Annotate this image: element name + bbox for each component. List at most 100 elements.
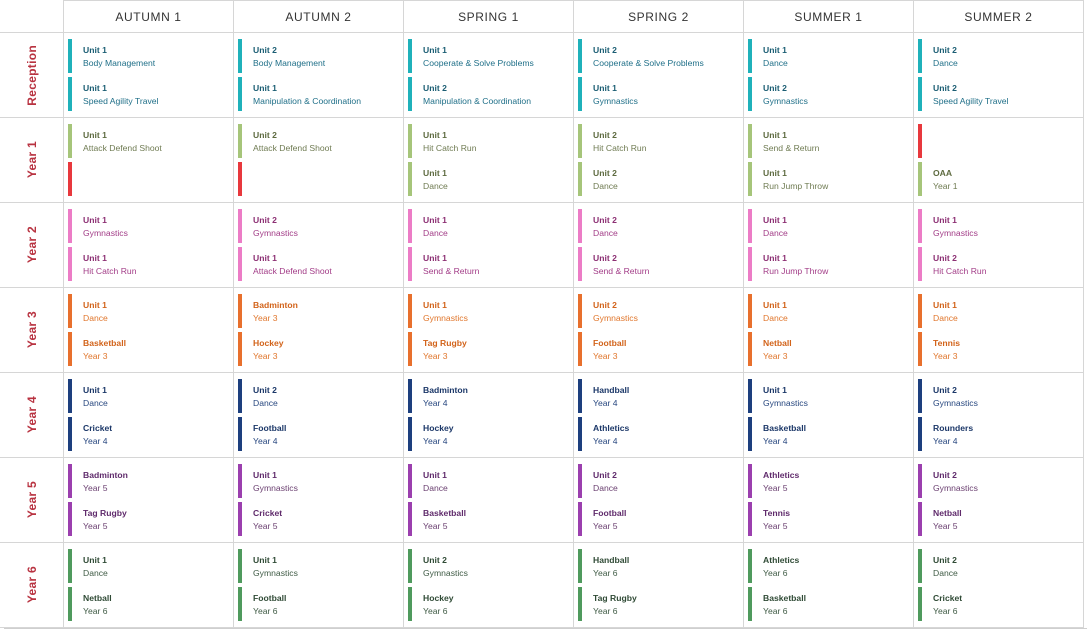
activity-entry[interactable]: Football Year 6 bbox=[238, 587, 403, 621]
activity-entry[interactable]: Unit 1 Dance bbox=[748, 294, 913, 328]
activity-entry[interactable]: Unit 2 Manipulation & Coordination bbox=[408, 77, 573, 111]
activity-title: Basketball bbox=[423, 508, 466, 518]
activity-entry[interactable]: Unit 1 Send & Return bbox=[748, 124, 913, 158]
activity-entry[interactable]: Football Year 3 bbox=[578, 332, 743, 366]
activity-entry[interactable]: Unit 1 Send & Return bbox=[408, 247, 573, 281]
activity-entry[interactable]: Cricket Year 6 bbox=[918, 587, 1083, 621]
activity-entry[interactable]: Netball Year 5 bbox=[918, 502, 1083, 536]
activity-entry[interactable]: Unit 1 Cooperate & Solve Problems bbox=[408, 39, 573, 73]
activity-entry[interactable] bbox=[238, 162, 403, 196]
activity-entry[interactable]: Unit 2 Dance bbox=[918, 549, 1083, 583]
activity-entry[interactable]: Unit 1 Attack Defend Shoot bbox=[238, 247, 403, 281]
activity-entry[interactable]: OAA Year 1 bbox=[918, 162, 1083, 196]
activity-title: Tag Rugby bbox=[593, 593, 637, 603]
activity-entry[interactable]: Unit 2 Cooperate & Solve Problems bbox=[578, 39, 743, 73]
activity-entry[interactable]: Unit 2 Dance bbox=[578, 209, 743, 243]
activity-subtitle: Year 5 bbox=[83, 483, 108, 493]
activity-entry[interactable]: Unit 2 Gymnastics bbox=[578, 294, 743, 328]
activity-entry[interactable]: Unit 1 Dance bbox=[408, 162, 573, 196]
activity-entry[interactable]: Unit 1 Gymnastics bbox=[918, 209, 1083, 243]
activity-entry[interactable]: Football Year 4 bbox=[238, 417, 403, 451]
activity-entry[interactable]: Unit 1 Dance bbox=[918, 294, 1083, 328]
activity-entry[interactable]: Unit 1 Hit Catch Run bbox=[408, 124, 573, 158]
activity-entry[interactable]: Athletics Year 4 bbox=[578, 417, 743, 451]
activity-entry[interactable]: Unit 1 Gymnastics bbox=[748, 379, 913, 413]
activity-entry[interactable]: Unit 1 Dance bbox=[748, 209, 913, 243]
activity-entry[interactable]: Basketball Year 4 bbox=[748, 417, 913, 451]
activity-entry[interactable]: Basketball Year 5 bbox=[408, 502, 573, 536]
activity-entry[interactable]: Unit 1 Speed Agility Travel bbox=[68, 77, 233, 111]
activity-entry[interactable]: Unit 1 Dance bbox=[408, 209, 573, 243]
activity-entry[interactable]: Badminton Year 5 bbox=[68, 464, 233, 498]
activity-entry[interactable]: Football Year 5 bbox=[578, 502, 743, 536]
activity-entry[interactable]: Tag Rugby Year 3 bbox=[408, 332, 573, 366]
activity-subtitle: Dance bbox=[763, 228, 788, 238]
activity-entry[interactable]: Badminton Year 3 bbox=[238, 294, 403, 328]
activity-entry[interactable]: Unit 2 Gymnastics bbox=[918, 464, 1083, 498]
activity-entry[interactable]: Unit 2 Body Management bbox=[238, 39, 403, 73]
activity-entry[interactable]: Basketball Year 6 bbox=[748, 587, 913, 621]
activity-entry[interactable]: Hockey Year 3 bbox=[238, 332, 403, 366]
activity-entry[interactable]: Tag Rugby Year 5 bbox=[68, 502, 233, 536]
activity-entry[interactable]: Badminton Year 4 bbox=[408, 379, 573, 413]
activity-subtitle: Dance bbox=[83, 313, 108, 323]
activity-entry[interactable]: Basketball Year 3 bbox=[68, 332, 233, 366]
activity-entry[interactable]: Unit 2 Dance bbox=[578, 464, 743, 498]
activity-entry[interactable]: Athletics Year 5 bbox=[748, 464, 913, 498]
activity-entry[interactable]: Unit 2 Gymnastics bbox=[918, 379, 1083, 413]
activity-entry[interactable]: Netball Year 3 bbox=[748, 332, 913, 366]
activity-entry[interactable]: Unit 2 Dance bbox=[918, 39, 1083, 73]
activity-entry[interactable]: Handball Year 4 bbox=[578, 379, 743, 413]
activity-entry[interactable]: Unit 2 Gymnastics bbox=[748, 77, 913, 111]
activity-entry[interactable]: Unit 1 Gymnastics bbox=[238, 549, 403, 583]
activity-entry[interactable]: Unit 1 Gymnastics bbox=[68, 209, 233, 243]
activity-entry[interactable]: Unit 1 Dance bbox=[68, 294, 233, 328]
activity-entry[interactable]: Unit 2 Hit Catch Run bbox=[918, 247, 1083, 281]
activity-entry[interactable]: Unit 1 Hit Catch Run bbox=[68, 247, 233, 281]
activity-entry[interactable]: Netball Year 6 bbox=[68, 587, 233, 621]
activity-entry[interactable]: Unit 1 Manipulation & Coordination bbox=[238, 77, 403, 111]
activity-entry[interactable]: Unit 2 Send & Return bbox=[578, 247, 743, 281]
activity-title: Unit 2 bbox=[933, 253, 957, 263]
activity-entry[interactable]: Unit 1 Gymnastics bbox=[238, 464, 403, 498]
activity-entry[interactable]: Unit 2 Speed Agility Travel bbox=[918, 77, 1083, 111]
activity-entry[interactable]: Unit 2 Gymnastics bbox=[238, 209, 403, 243]
activity-entry[interactable]: Cricket Year 4 bbox=[68, 417, 233, 451]
activity-title: Unit 1 bbox=[423, 168, 447, 178]
activity-entry[interactable] bbox=[918, 124, 1083, 158]
activity-text: Unit 1 Dance bbox=[412, 209, 448, 243]
activity-entry[interactable]: Unit 2 Dance bbox=[238, 379, 403, 413]
activity-entry[interactable]: Unit 1 Dance bbox=[68, 549, 233, 583]
activity-title: Unit 1 bbox=[933, 300, 957, 310]
activity-entry[interactable]: Cricket Year 5 bbox=[238, 502, 403, 536]
activity-entry[interactable]: Handball Year 6 bbox=[578, 549, 743, 583]
activity-entry[interactable]: Unit 2 Gymnastics bbox=[408, 549, 573, 583]
activity-entry[interactable]: Unit 2 Attack Defend Shoot bbox=[238, 124, 403, 158]
activity-title: Unit 2 bbox=[423, 83, 447, 93]
activity-entry[interactable] bbox=[68, 162, 233, 196]
activity-entry[interactable]: Hockey Year 6 bbox=[408, 587, 573, 621]
activity-entry[interactable]: Unit 1 Gymnastics bbox=[578, 77, 743, 111]
activity-entry[interactable]: Unit 2 Dance bbox=[578, 162, 743, 196]
activity-subtitle: Year 4 bbox=[593, 436, 618, 446]
activity-entry[interactable]: Unit 1 Body Management bbox=[68, 39, 233, 73]
activity-entry[interactable]: Unit 1 Dance bbox=[748, 39, 913, 73]
activity-entry[interactable]: Unit 1 Run Jump Throw bbox=[748, 162, 913, 196]
activity-entry[interactable]: Rounders Year 4 bbox=[918, 417, 1083, 451]
color-bar bbox=[68, 247, 72, 281]
activity-entry[interactable]: Unit 1 Attack Defend Shoot bbox=[68, 124, 233, 158]
activity-subtitle: Hit Catch Run bbox=[593, 143, 647, 153]
activity-text: Hockey Year 6 bbox=[412, 587, 454, 621]
activity-entry[interactable]: Unit 1 Run Jump Throw bbox=[748, 247, 913, 281]
activity-entry[interactable]: Tennis Year 3 bbox=[918, 332, 1083, 366]
activity-text: Unit 1 Dance bbox=[72, 379, 108, 413]
activity-title: Unit 2 bbox=[593, 130, 617, 140]
activity-entry[interactable]: Unit 2 Hit Catch Run bbox=[578, 124, 743, 158]
activity-entry[interactable]: Unit 1 Gymnastics bbox=[408, 294, 573, 328]
activity-entry[interactable]: Unit 1 Dance bbox=[408, 464, 573, 498]
activity-entry[interactable]: Tennis Year 5 bbox=[748, 502, 913, 536]
activity-entry[interactable]: Unit 1 Dance bbox=[68, 379, 233, 413]
activity-entry[interactable]: Tag Rugby Year 6 bbox=[578, 587, 743, 621]
activity-entry[interactable]: Athletics Year 6 bbox=[748, 549, 913, 583]
activity-entry[interactable]: Hockey Year 4 bbox=[408, 417, 573, 451]
